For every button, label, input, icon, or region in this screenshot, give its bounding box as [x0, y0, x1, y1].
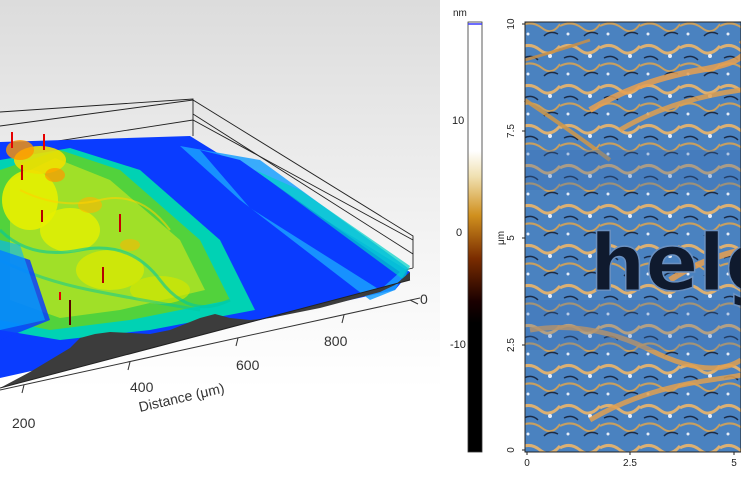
y-axis-unit: μm: [496, 231, 507, 245]
rough-region: [0, 140, 255, 340]
colorbar: [467, 21, 483, 453]
y-tick-label: 2.5: [506, 338, 517, 352]
x-tick-label: 200: [12, 415, 36, 431]
colorbar-tick-label: 0: [456, 227, 462, 239]
afm-image-border: [524, 21, 741, 453]
surface-spikes: [11, 132, 121, 325]
afm-engraved-text: helg: [590, 219, 741, 309]
profile-baseline: [0, 279, 411, 389]
surface-band-right-inner: [200, 150, 400, 290]
map-x-tick-label: 0: [524, 458, 530, 469]
colorbar-ticks: 10 0 -10: [450, 115, 466, 351]
x-tick-label: 600: [236, 357, 260, 373]
y-axis: [522, 23, 525, 451]
map-x-tick-label: 2.5: [623, 458, 637, 469]
x-tick-label: 800: [324, 333, 348, 349]
y-tick-label: 5: [506, 235, 517, 241]
surface-plot: 200 400 600 800 0 Distance (μm): [0, 98, 428, 431]
x-tick-label: 0: [420, 291, 428, 307]
x-tick-label: 400: [130, 379, 154, 395]
colorbar-unit: nm: [453, 8, 467, 19]
surface-plot-panel: 200 400 600 800 0 Distance (μm): [0, 0, 440, 486]
colorbar-tick-label: -10: [450, 339, 466, 351]
afm-streaks: [523, 38, 741, 423]
afm-map: nm 10 0 -10 helg: [450, 8, 741, 469]
surface-band-left-edge: [0, 240, 45, 330]
map-x-tick-label: 5: [731, 458, 737, 469]
y-tick-label: 0: [506, 447, 517, 453]
profile-cross-section: [0, 272, 410, 388]
y-tick-label: 7.5: [506, 124, 517, 138]
x-axis-map: [526, 452, 735, 455]
x-axis: [0, 297, 421, 394]
surface-band-edge: [255, 170, 410, 280]
colorbar-tick-label: 10: [452, 115, 464, 127]
afm-map-panel: nm 10 0 -10 helg: [440, 0, 741, 486]
y-tick-label: 10: [506, 18, 517, 30]
